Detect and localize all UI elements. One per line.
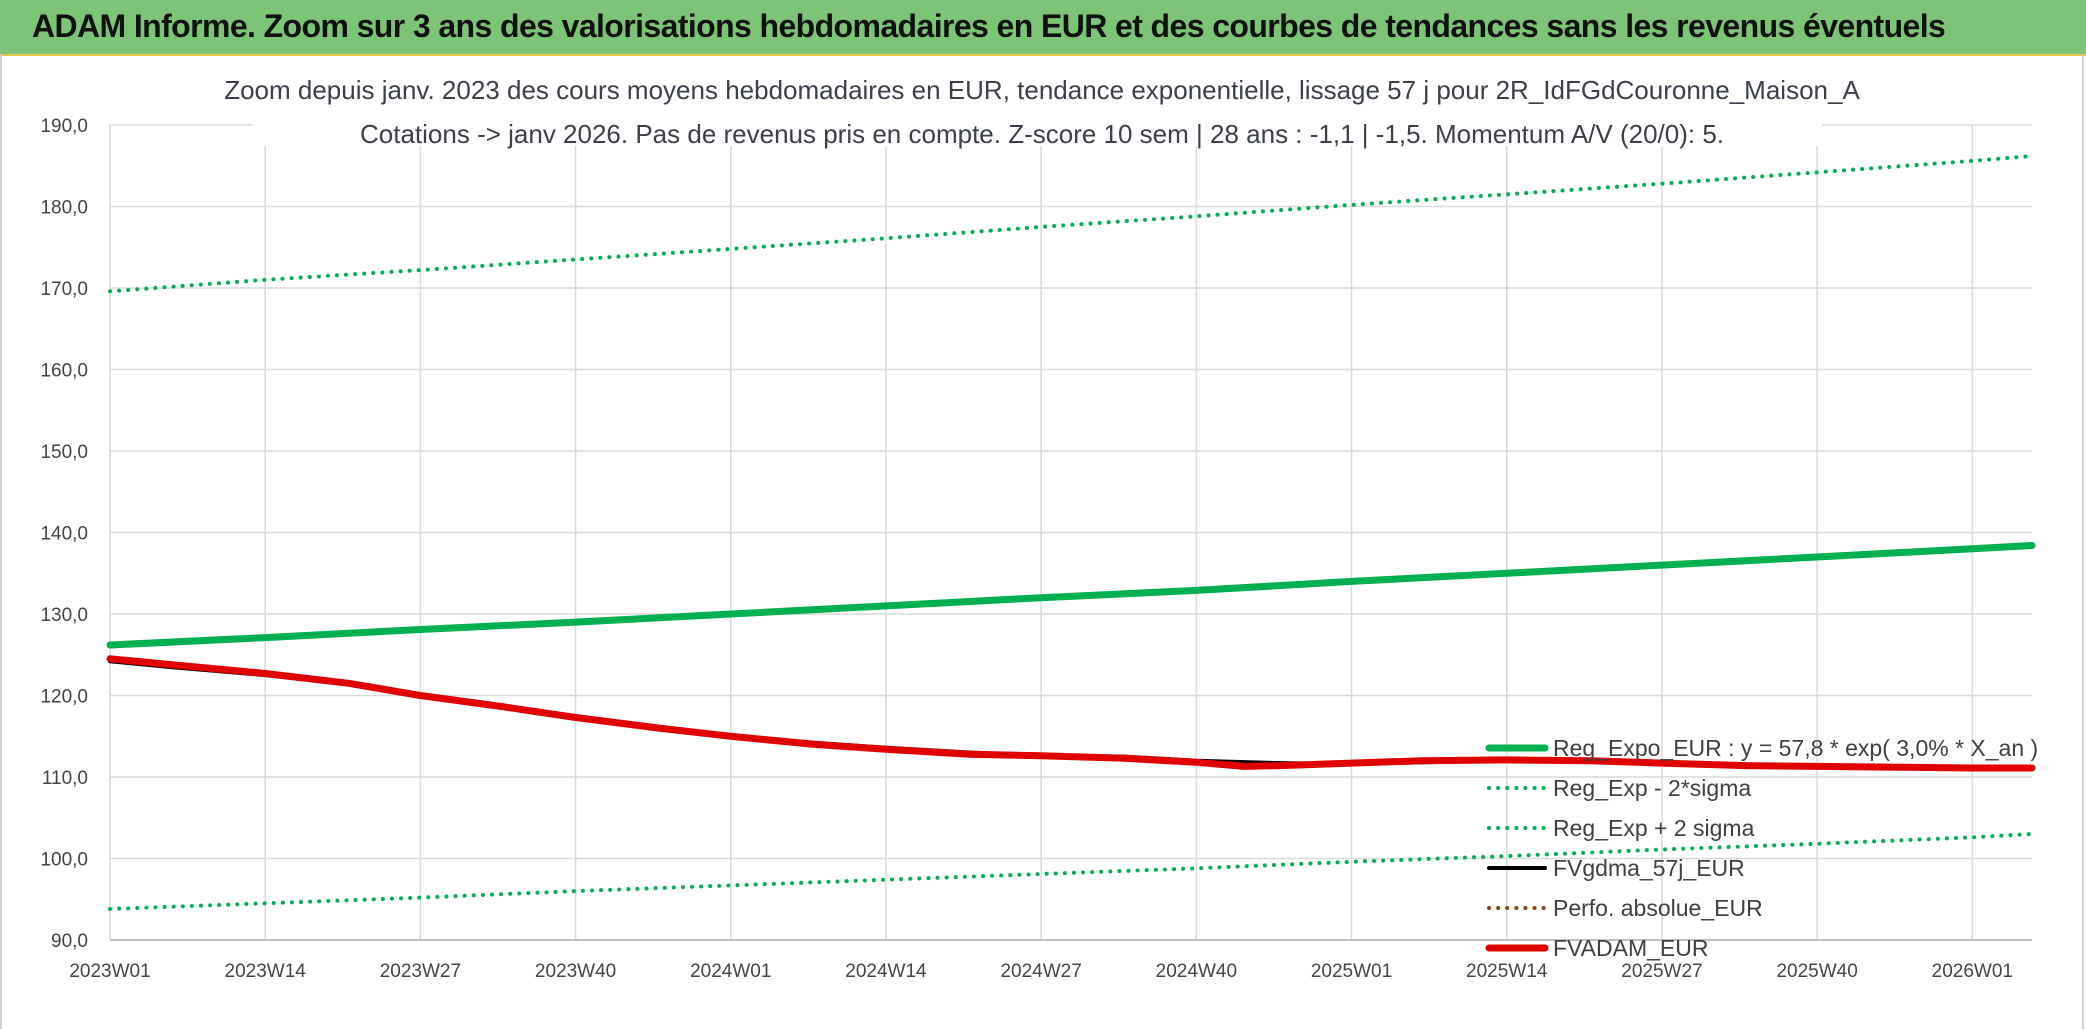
header-bar: ADAM Informe. Zoom sur 3 ans des valoris…: [0, 0, 2086, 56]
series-line-1: [108, 832, 2034, 911]
y-tick-label: 90,0: [51, 931, 88, 952]
legend-label: Perfo. absolue_EUR: [1553, 895, 1763, 921]
x-tick-label: 2025W27: [1621, 961, 1702, 982]
legend: Reg_Expo_EUR : y = 57,8 * exp( 3,0% * X_…: [1485, 735, 2038, 961]
series-line-2: [108, 154, 2034, 294]
x-tick-label: 2024W14: [845, 961, 927, 982]
y-axis-ticks: 90,0 100,0 110,0 120,0 130,0 140,0 150,0 160,0 1…: [40, 116, 88, 952]
x-tick-label: 2024W27: [1000, 961, 1081, 982]
y-tick-label: 120,0: [40, 687, 88, 708]
legend-label: Reg_Exp - 2*sigma: [1553, 775, 1751, 801]
x-tick-label: 2023W01: [69, 961, 150, 982]
x-tick-label: 2025W40: [1776, 961, 1857, 982]
y-tick-label: 180,0: [40, 198, 88, 219]
y-tick-label: 160,0: [40, 361, 88, 382]
x-tick-label: 2023W40: [535, 961, 616, 982]
legend-label: Reg_Expo_EUR : y = 57,8 * exp( 3,0% * X_…: [1553, 735, 2038, 761]
y-tick-label: 170,0: [40, 279, 88, 300]
chart-frame: 90,0 100,0 110,0 120,0 130,0 140,0 150,0 160,0 1…: [0, 54, 2084, 1029]
series-line-5: [106, 655, 2036, 772]
title-background: [252, 62, 1822, 146]
y-tick-label: 100,0: [40, 850, 88, 871]
legend-label: FVADAM_EUR: [1553, 935, 1709, 961]
series-line-0: [106, 542, 2036, 649]
series-lines: [106, 154, 2036, 911]
report-title: ADAM Informe. Zoom sur 3 ans des valoris…: [32, 8, 1946, 44]
chart-title-line-1: Zoom depuis janv. 2023 des cours moyens …: [224, 75, 1860, 105]
chart-title-line-2: Cotations -> janv 2026. Pas de revenus p…: [360, 119, 1724, 149]
y-tick-label: 140,0: [40, 524, 88, 545]
x-tick-label: 2024W01: [690, 961, 771, 982]
x-tick-label: 2023W14: [225, 961, 307, 982]
legend-label: FVgdma_57j_EUR: [1553, 855, 1745, 881]
y-tick-label: 190,0: [40, 116, 88, 137]
x-tick-label: 2025W14: [1466, 961, 1548, 982]
y-tick-label: 150,0: [40, 442, 88, 463]
y-tick-label: 130,0: [40, 605, 88, 626]
legend-label: Reg_Exp + 2 sigma: [1553, 815, 1755, 841]
y-tick-label: 110,0: [42, 768, 88, 789]
x-tick-label: 2023W27: [380, 961, 461, 982]
x-tick-label: 2025W01: [1311, 961, 1392, 982]
line-chart: 90,0 100,0 110,0 120,0 130,0 140,0 150,0 160,0 1…: [40, 62, 2038, 982]
x-axis-ticks: 2023W01 2023W14 2023W27 2023W40 2024W01 2024W…: [69, 961, 2013, 982]
x-tick-label: 2024W40: [1156, 961, 1237, 982]
x-tick-label: 2026W01: [1932, 961, 2013, 982]
